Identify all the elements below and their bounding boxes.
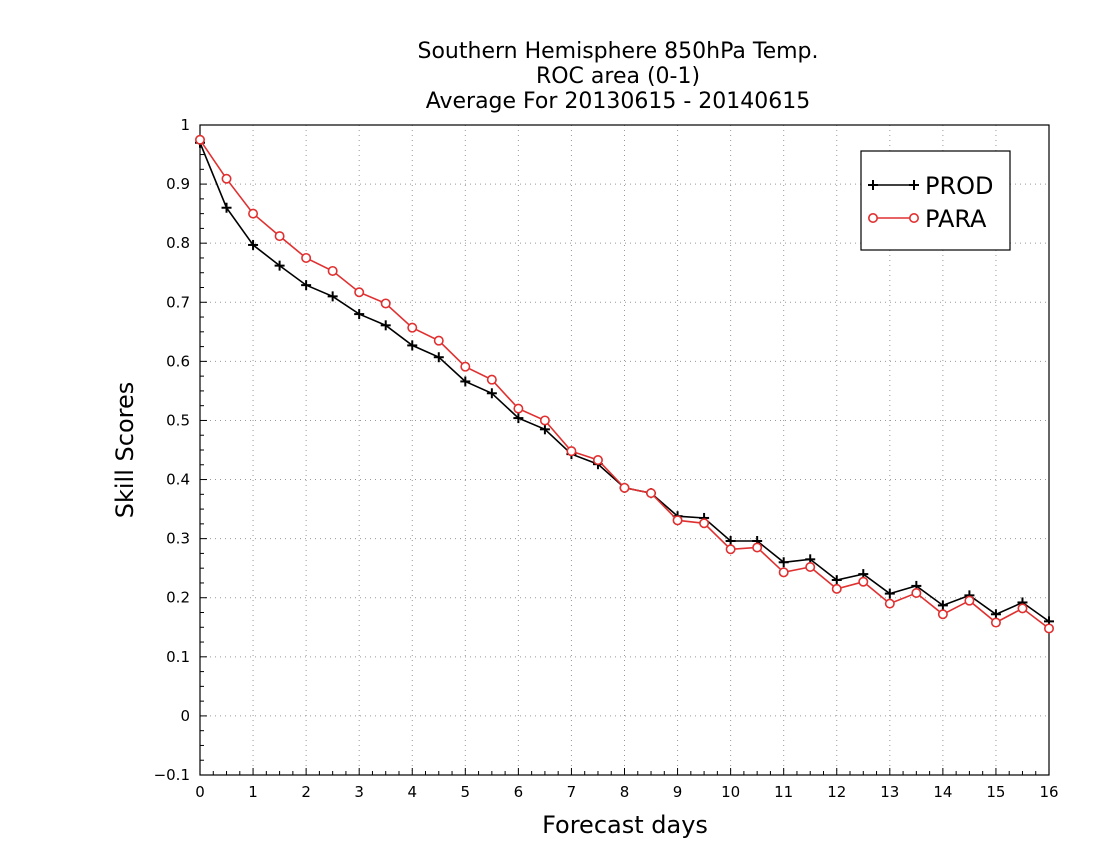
data-point-para-24 — [831, 583, 842, 594]
data-point-prod-22 — [778, 557, 789, 568]
data-point-para-8 — [407, 322, 418, 333]
y-tick-label-2: 0.1 — [166, 648, 190, 666]
data-point-para-15 — [592, 455, 603, 466]
legend: PROD PARA — [860, 150, 1011, 251]
data-point-para-19 — [699, 518, 710, 529]
data-point-prod-26 — [884, 588, 895, 599]
data-point-prod-6 — [354, 309, 365, 320]
x-tick-label-1: 1 — [248, 783, 258, 801]
data-point-para-28 — [937, 609, 948, 620]
data-point-prod-2 — [248, 239, 259, 250]
legend-marker-end — [908, 213, 919, 224]
data-point-para-31 — [1017, 603, 1028, 614]
x-tick-label-2: 2 — [301, 783, 311, 801]
data-point-para-6 — [354, 287, 365, 298]
data-point-para-25 — [858, 576, 869, 587]
data-point-para-1 — [221, 173, 232, 184]
data-point-para-10 — [460, 361, 471, 372]
series-para — [195, 134, 1055, 634]
data-point-para-27 — [911, 587, 922, 598]
legend-box — [860, 150, 1011, 251]
data-point-para-21 — [752, 542, 763, 553]
y-tick-label-8: 0.7 — [166, 293, 190, 311]
data-point-para-17 — [646, 488, 657, 499]
data-point-prod-11 — [486, 388, 497, 399]
data-point-prod-5 — [327, 291, 338, 302]
data-point-para-5 — [327, 265, 338, 276]
y-tick-label-3: 0.2 — [166, 589, 190, 607]
data-point-para-11 — [486, 374, 497, 385]
x-tick-label-0: 0 — [195, 783, 205, 801]
data-point-para-7 — [380, 298, 391, 309]
x-tick-label-14: 14 — [933, 783, 952, 801]
data-point-para-23 — [805, 561, 816, 572]
data-point-para-32 — [1044, 623, 1055, 634]
y-tick-label-5: 0.4 — [166, 471, 190, 489]
legend-label: PROD — [925, 172, 994, 200]
legend-label: PARA — [925, 205, 987, 233]
legend-marker-start — [867, 213, 878, 224]
data-point-para-16 — [619, 482, 630, 493]
data-point-para-29 — [964, 595, 975, 606]
data-point-para-9 — [433, 335, 444, 346]
legend-entry-para: PARA — [867, 205, 987, 233]
data-point-prod-24 — [831, 575, 842, 585]
data-point-para-2 — [248, 208, 259, 219]
chart-title: Southern Hemisphere 850hPa Temp. ROC are… — [418, 39, 819, 114]
x-tick-label-16: 16 — [1039, 783, 1058, 801]
x-tick-label-11: 11 — [774, 783, 793, 801]
data-point-prod-7 — [380, 320, 391, 331]
data-point-prod-4 — [301, 280, 312, 291]
y-tick-label-7: 0.6 — [166, 352, 190, 370]
data-point-para-14 — [566, 446, 577, 457]
y-tick-label-10: 0.9 — [166, 175, 190, 193]
y-tick-label-9: 0.8 — [166, 234, 190, 252]
data-point-para-20 — [725, 544, 736, 555]
data-point-prod-12 — [513, 413, 524, 424]
legend-marker-start — [868, 180, 878, 190]
x-tick-label-3: 3 — [354, 783, 364, 801]
data-point-para-26 — [884, 598, 895, 609]
title-line-2: ROC area (0-1) — [536, 64, 700, 89]
x-tick-label-15: 15 — [986, 783, 1005, 801]
data-point-prod-8 — [407, 340, 418, 351]
data-point-prod-13 — [539, 424, 550, 435]
y-tick-label-0: −0.1 — [154, 766, 190, 784]
data-point-para-30 — [990, 617, 1001, 628]
y-tick-label-1: 0 — [180, 707, 190, 725]
data-point-prod-28 — [937, 600, 948, 611]
x-tick-label-6: 6 — [514, 783, 524, 801]
data-point-para-3 — [274, 231, 285, 242]
x-tick-label-12: 12 — [827, 783, 846, 801]
data-point-para-22 — [778, 567, 789, 578]
x-axis-label: Forecast days — [542, 811, 708, 839]
title-line-1: Southern Hemisphere 850hPa Temp. — [418, 39, 819, 64]
x-tick-label-13: 13 — [880, 783, 899, 801]
y-tick-label-11: 1 — [180, 116, 190, 134]
legend-marker-end — [909, 180, 919, 190]
y-tick-label-6: 0.5 — [166, 411, 190, 429]
data-point-para-13 — [539, 415, 550, 426]
series-layer — [195, 134, 1055, 634]
data-point-para-18 — [672, 515, 683, 526]
x-tick-label-8: 8 — [620, 783, 630, 801]
data-point-para-0 — [195, 134, 206, 145]
data-point-para-12 — [513, 403, 524, 414]
axes: 0 1 2 3 4 5 6 7 8 9 10 11 12 13 14 15 16−0.100.10.20.30.… — [154, 116, 1059, 801]
y-tick-label-4: 0.3 — [166, 530, 190, 548]
x-tick-label-4: 4 — [407, 783, 417, 801]
data-point-prod-9 — [433, 352, 444, 363]
data-point-prod-10 — [460, 376, 471, 387]
x-tick-label-5: 5 — [461, 783, 471, 801]
x-tick-label-9: 9 — [673, 783, 683, 801]
data-point-prod-3 — [274, 260, 285, 271]
legend-entry-prod: PROD — [868, 172, 994, 200]
y-axis-label: Skill Scores — [111, 382, 139, 519]
x-tick-label-10: 10 — [721, 783, 740, 801]
data-point-prod-1 — [221, 202, 232, 213]
title-line-3: Average For 20130615 - 20140615 — [426, 89, 811, 114]
data-point-para-4 — [301, 252, 312, 263]
x-tick-label-7: 7 — [567, 783, 577, 801]
